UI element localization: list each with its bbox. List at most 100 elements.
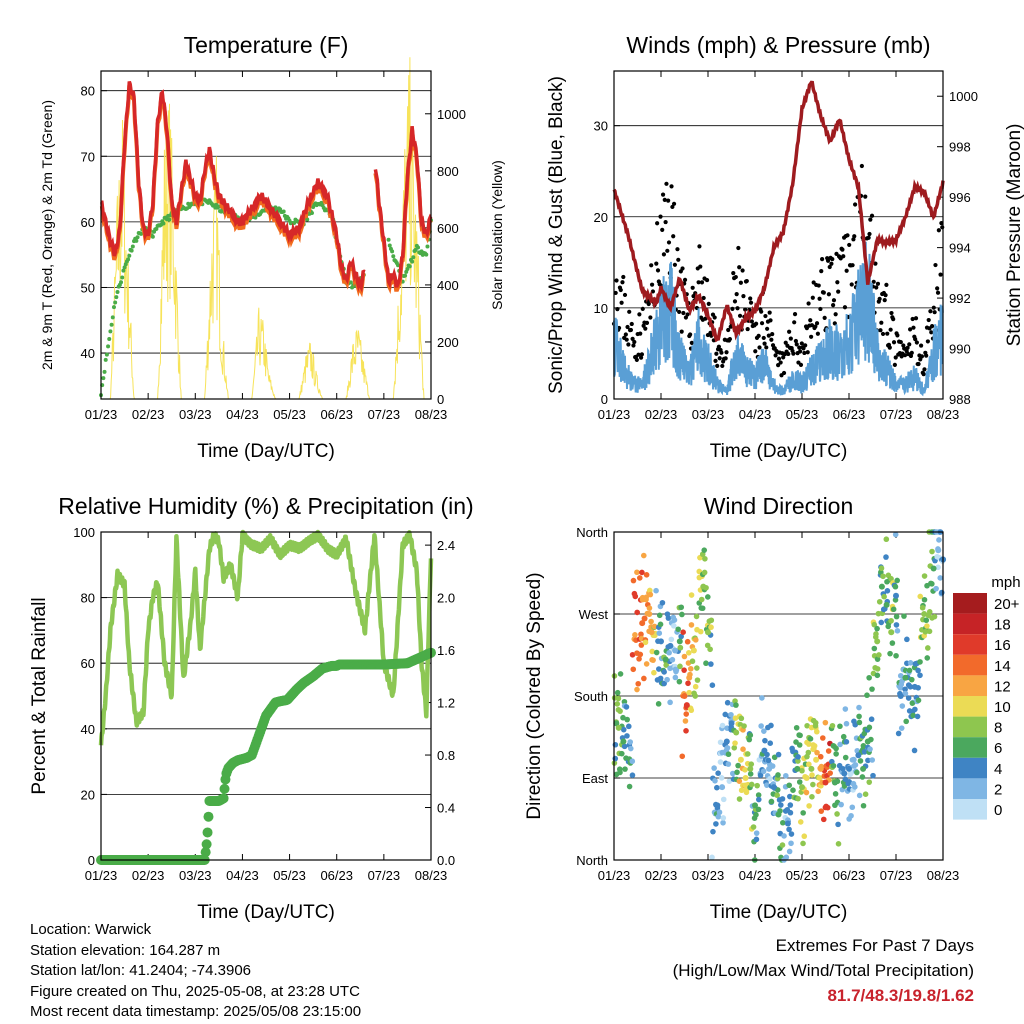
direction-point — [755, 792, 762, 798]
gust-point — [719, 350, 724, 355]
gust-point — [935, 286, 940, 291]
direction-point — [620, 738, 627, 745]
x-tick-label: 01/23 — [598, 407, 631, 422]
direction-point — [763, 782, 770, 788]
y-tick-label: 10 — [594, 301, 608, 316]
direction-point — [632, 593, 639, 600]
direction-point — [878, 583, 885, 590]
direction-point — [895, 730, 902, 737]
direction-point — [636, 656, 642, 662]
direction-point — [701, 547, 708, 553]
gust-point — [636, 352, 641, 357]
direction-point — [692, 683, 699, 690]
direction-point — [926, 609, 933, 615]
gust-point — [701, 295, 706, 301]
direction-point — [820, 735, 826, 741]
direction-point — [692, 693, 699, 699]
direction-point — [705, 629, 711, 636]
direction-point — [634, 569, 640, 576]
panel-1: Temperature (F) 01/23 02/23 03/23 04/23 05/23… — [39, 32, 505, 462]
gust-point — [799, 341, 804, 346]
direction-point — [767, 775, 773, 782]
gust-point — [793, 338, 798, 344]
gust-point — [619, 300, 624, 305]
gust-point — [620, 280, 625, 285]
gust-point — [716, 344, 722, 349]
dewpoint-point — [127, 253, 132, 258]
direction-point — [656, 612, 663, 619]
gust-point — [698, 264, 703, 269]
gust-point — [649, 263, 654, 268]
direction-point — [719, 784, 726, 791]
direction-point — [786, 826, 792, 833]
gust-point — [818, 306, 823, 312]
direction-point — [799, 767, 805, 774]
direction-point — [761, 747, 768, 754]
direction-point — [619, 750, 625, 757]
direction-point — [683, 711, 690, 717]
gust-point — [738, 280, 744, 285]
gust-point — [840, 247, 845, 252]
y-axis-label: Percent & Total Rainfall — [29, 597, 50, 794]
series-t2m — [100, 80, 433, 293]
gust-point — [663, 219, 668, 225]
gust-point — [730, 306, 735, 312]
direction-point — [866, 724, 873, 731]
direction-point — [679, 753, 686, 760]
direction-point — [720, 796, 727, 803]
gust-point — [826, 292, 831, 297]
y2-tick-label: 996 — [949, 190, 971, 205]
direction-point — [899, 703, 906, 709]
y2-tick-label: 990 — [949, 342, 971, 357]
direction-point — [833, 745, 839, 752]
dewpoint-point — [425, 244, 430, 249]
direction-point — [800, 810, 806, 816]
gust-point — [734, 292, 739, 297]
gust-point — [884, 282, 889, 287]
direction-point — [876, 652, 882, 658]
dewpoint-point — [405, 266, 410, 271]
gust-point — [696, 280, 701, 285]
gust-point — [836, 289, 841, 294]
gust-point — [679, 329, 684, 334]
gust-point — [677, 309, 682, 315]
direction-point — [903, 718, 910, 725]
direction-point — [841, 770, 848, 777]
direction-point — [864, 692, 870, 699]
direction-point — [687, 665, 694, 672]
y2-tick-label: 0.0 — [437, 853, 455, 868]
direction-point — [820, 816, 827, 823]
gust-point — [778, 360, 783, 365]
gust-point — [688, 332, 693, 337]
direction-point — [917, 593, 924, 600]
direction-point — [852, 784, 858, 790]
gust-point — [869, 213, 875, 218]
gust-point — [639, 352, 645, 357]
panel-title: Winds (mph) & Pressure (mb) — [626, 32, 930, 58]
legend-label: 12 — [994, 678, 1011, 695]
x-tick-label: 03/23 — [179, 868, 212, 883]
direction-point — [835, 821, 841, 828]
direction-point — [639, 620, 646, 627]
direction-point — [661, 680, 667, 687]
direction-point — [761, 728, 767, 734]
direction-point — [849, 804, 856, 811]
direction-point — [646, 611, 653, 617]
direction-point — [856, 792, 863, 799]
gust-point — [922, 367, 927, 372]
gust-point — [891, 340, 897, 345]
direction-point — [747, 732, 754, 738]
direction-point — [889, 640, 896, 646]
legend-label: 4 — [994, 761, 1002, 778]
direction-point — [647, 587, 653, 594]
direction-point — [775, 751, 782, 758]
series-pressure — [612, 80, 945, 343]
gust-point — [622, 292, 628, 298]
gust-point — [798, 362, 804, 367]
direction-point — [711, 765, 717, 771]
legend-unit: mph — [991, 574, 1020, 591]
direction-point — [753, 836, 760, 843]
direction-point — [738, 715, 745, 722]
direction-point — [804, 722, 810, 729]
